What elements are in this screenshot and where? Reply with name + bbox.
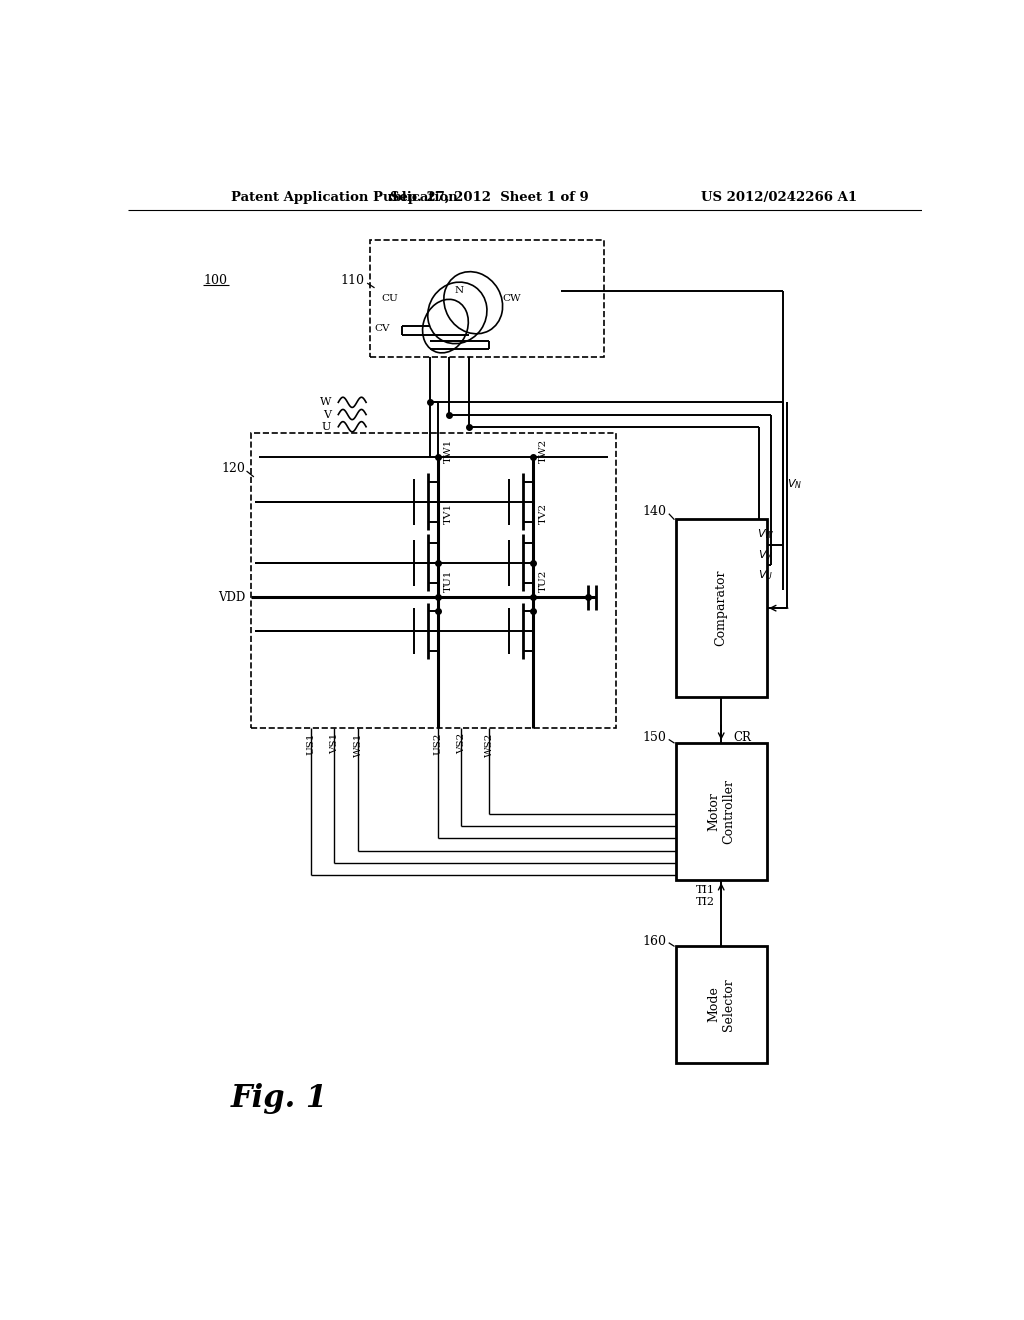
Text: $V_W$: $V_W$ [757, 528, 774, 541]
Text: US1: US1 [306, 733, 315, 755]
Text: Patent Application Publication: Patent Application Publication [231, 190, 458, 203]
Text: 110: 110 [341, 273, 365, 286]
Text: WS1: WS1 [353, 733, 362, 758]
Bar [676, 743, 767, 880]
Text: Mode
Selector: Mode Selector [708, 978, 735, 1031]
Text: Motor
Controller: Motor Controller [708, 779, 735, 843]
Text: TV2: TV2 [539, 503, 548, 524]
Text: 120: 120 [221, 462, 246, 475]
Text: 160: 160 [642, 935, 666, 948]
Text: TW2: TW2 [539, 440, 548, 463]
Text: $V_N$: $V_N$ [787, 477, 802, 491]
Text: W: W [319, 397, 331, 408]
Text: TU2: TU2 [539, 570, 548, 593]
Text: CU: CU [382, 294, 398, 304]
Text: $V_V$: $V_V$ [758, 548, 773, 562]
Text: VS1: VS1 [330, 733, 339, 754]
Text: WS2: WS2 [484, 733, 494, 758]
Bar [251, 433, 616, 727]
Text: 140: 140 [642, 504, 666, 517]
Bar [676, 519, 767, 697]
Bar [370, 240, 604, 356]
Text: CV: CV [374, 323, 390, 333]
Text: TV1: TV1 [443, 503, 453, 524]
Text: US 2012/0242266 A1: US 2012/0242266 A1 [700, 190, 857, 203]
Text: CR: CR [733, 731, 751, 744]
Text: U: U [322, 421, 331, 432]
Text: VS2: VS2 [457, 733, 466, 754]
Text: 150: 150 [642, 731, 666, 744]
Text: US2: US2 [433, 733, 442, 755]
Text: TW1: TW1 [443, 440, 453, 463]
Text: Sep. 27, 2012  Sheet 1 of 9: Sep. 27, 2012 Sheet 1 of 9 [390, 190, 589, 203]
Text: TU1: TU1 [443, 570, 453, 593]
Text: VDD: VDD [218, 591, 246, 605]
Bar [676, 946, 767, 1063]
Text: N: N [455, 286, 464, 296]
Text: TI2: TI2 [696, 898, 715, 907]
Text: 100: 100 [204, 273, 227, 286]
Text: Fig. 1: Fig. 1 [231, 1084, 329, 1114]
Text: $V_U$: $V_U$ [758, 568, 773, 582]
Text: Comparator: Comparator [715, 570, 728, 647]
Text: CW: CW [502, 294, 520, 304]
Text: TI1: TI1 [696, 886, 715, 895]
Text: V: V [324, 409, 331, 420]
